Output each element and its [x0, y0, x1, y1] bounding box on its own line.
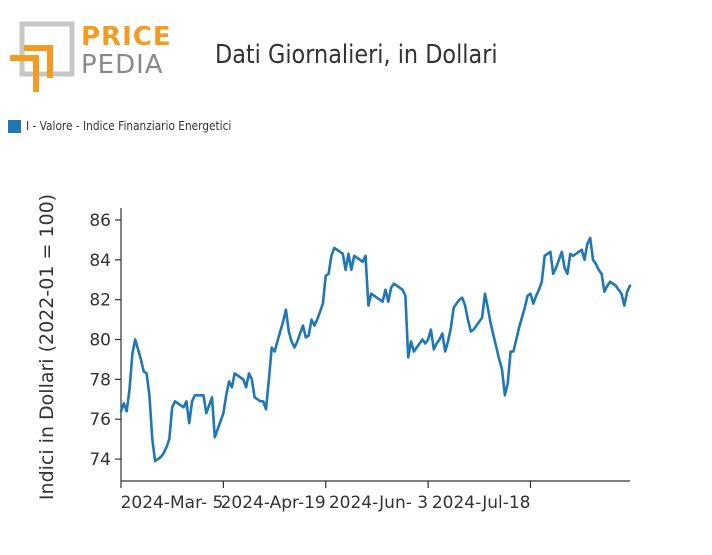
- logo-text-pedia: PEDIA: [81, 50, 164, 80]
- y-tick-label: 86: [89, 211, 111, 231]
- y-tick-label: 84: [89, 251, 111, 271]
- series-layer: [119, 236, 632, 463]
- y-tick-label: 80: [89, 331, 111, 351]
- series-line: [119, 236, 632, 463]
- logo-text-price: PRICE: [81, 22, 172, 52]
- x-tick-label: 2024-Jul-18: [432, 493, 531, 513]
- x-tick-label: 2024-Apr-19: [221, 493, 326, 513]
- chart-legend[interactable]: I - Valore - Indice Finanziario Energeti…: [8, 119, 259, 133]
- y-tick-label: 82: [89, 291, 111, 311]
- logo-mark-icon: [10, 21, 75, 92]
- x-tick-label: 2024-Jun- 3: [329, 493, 428, 513]
- chart-title: Dati Giornalieri, in Dollari: [215, 40, 498, 70]
- legend-label: I - Valore - Indice Finanziario Energeti…: [26, 119, 232, 133]
- y-axis: 74 76 78 80 82 84 86: [89, 208, 122, 481]
- y-tick-label: 74: [89, 450, 111, 470]
- y-tick-label: 76: [89, 410, 111, 430]
- x-tick-label: 2024-Mar- 5: [121, 493, 224, 513]
- y-axis-title: Indici in Dollari (2022-01 = 100): [36, 194, 58, 500]
- legend-swatch: [8, 119, 21, 133]
- pricepedia-logo: PRICE PEDIA: [6, 20, 171, 94]
- y-tick-label: 78: [89, 370, 111, 390]
